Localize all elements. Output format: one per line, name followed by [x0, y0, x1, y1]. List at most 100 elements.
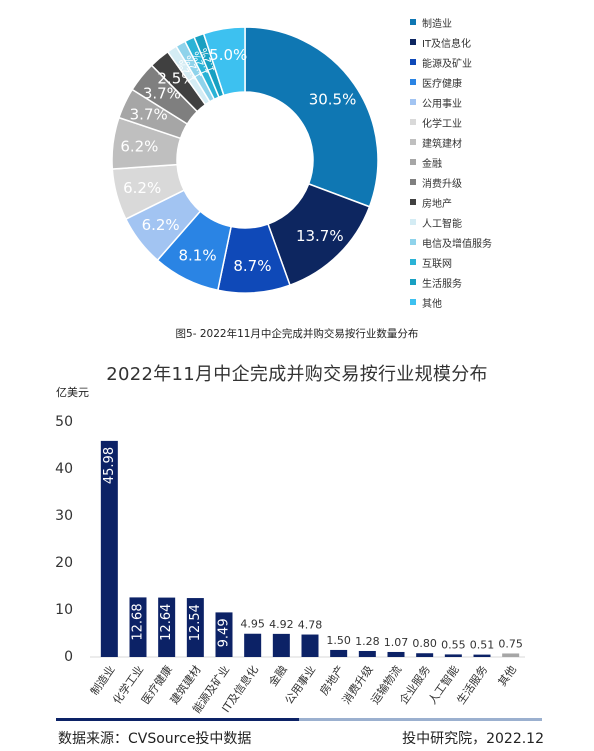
legend-label: 其他: [422, 298, 442, 310]
donut-slice-label: 30.5%: [309, 90, 357, 108]
donut-caption: 图5- 2022年11月中企完成并购交易按行业数量分布: [175, 328, 419, 340]
legend-item: 公用事业: [410, 92, 590, 112]
legend-label: 制造业: [422, 18, 452, 30]
y-tick-label: 30: [55, 508, 73, 524]
bar: [416, 653, 434, 657]
legend-item: 房地产: [410, 192, 590, 212]
legend-label: 电信及增值服务: [422, 238, 492, 250]
bar-value-label: 1.28: [355, 635, 380, 648]
donut-slice-label: 5.0%: [209, 46, 247, 64]
bar: [129, 597, 147, 657]
legend-item: 电信及增值服务: [410, 232, 590, 252]
legend-swatch: [410, 239, 416, 245]
legend-swatch: [410, 219, 416, 225]
legend-swatch: [410, 259, 416, 265]
y-tick-label: 40: [55, 461, 73, 477]
bar: [215, 612, 233, 657]
legend-item: 其他: [410, 292, 590, 312]
legend-item: 互联网: [410, 252, 590, 272]
donut-slice-label: 8.7%: [233, 257, 271, 275]
bar: [330, 649, 348, 657]
legend-label: 能源及矿业: [422, 58, 472, 70]
y-tick-label: 20: [55, 555, 73, 571]
legend-item: 消费升级: [410, 172, 590, 192]
donut-slice-label: 6.2%: [123, 179, 161, 197]
bar-value-label: 9.49: [217, 618, 232, 647]
legend-label: 公用事业: [422, 98, 462, 110]
y-tick-label: 10: [55, 602, 73, 618]
legend-item: 建筑建材: [410, 132, 590, 152]
bar: [502, 653, 520, 657]
legend-swatch: [410, 159, 416, 165]
bar-value-label: 4.78: [298, 619, 323, 632]
bar-value-label: 12.64: [159, 604, 174, 641]
x-tick-label: 其他: [496, 663, 519, 688]
legend-item: IT及信息化: [410, 32, 590, 52]
legend-label: 金融: [422, 158, 442, 170]
bar: [387, 651, 405, 657]
donut-slice: [202, 26, 246, 97]
legend-item: 制造业: [410, 12, 590, 32]
y-tick-label: 0: [64, 649, 73, 665]
legend-item: 生活服务: [410, 272, 590, 292]
bar: [444, 654, 462, 657]
legend-label: IT及信息化: [422, 38, 472, 50]
donut-slice: [244, 26, 379, 208]
bar-value-label: 1.07: [384, 636, 409, 649]
footer-org-date: 投中研究院，2022.12: [402, 731, 544, 747]
legend-label: 房地产: [422, 198, 452, 210]
bar-value-label: 0.75: [498, 637, 523, 650]
bar: [100, 440, 118, 657]
bar-value-label: 12.68: [131, 603, 146, 640]
bar-chart-title: 2022年11月中企完成并购交易按行业规模分布: [106, 364, 488, 385]
legend-item: 人工智能: [410, 212, 590, 232]
bar-value-label: 0.51: [470, 639, 495, 652]
legend-swatch: [410, 139, 416, 145]
donut-chart: 30.5%13.7%8.7%8.1%6.2%6.2%6.2%3.7%3.7%2.…: [111, 26, 379, 294]
legend-swatch: [410, 299, 416, 305]
donut-slice-label: 3.7%: [143, 84, 181, 102]
bar-value-label: 0.55: [441, 638, 466, 651]
bar: [301, 634, 319, 657]
bar-value-label: 45.98: [102, 447, 117, 484]
y-tick-label: 50: [55, 414, 73, 430]
donut-legend: 制造业 IT及信息化 能源及矿业医疗健康公用事业化学工业建筑建材金融消费升级房地产人…: [410, 12, 590, 312]
bar: [473, 654, 491, 657]
legend-item: 化学工业: [410, 112, 590, 132]
legend-swatch: [410, 199, 416, 205]
bar-value-label: 4.95: [240, 618, 265, 631]
bar: [358, 650, 376, 657]
legend-swatch: [410, 279, 416, 285]
legend-swatch: [410, 19, 416, 25]
donut-slice-label: 6.2%: [142, 216, 180, 234]
legend-item: 金融: [410, 152, 590, 172]
legend-swatch: [410, 179, 416, 185]
bar-value-label: 4.92: [269, 618, 294, 631]
donut-slice-label: 8.1%: [178, 246, 216, 264]
donut-slice-label: 13.7%: [296, 227, 344, 245]
x-tick-label: 金融: [266, 663, 290, 689]
x-tick-label: 房地产: [317, 663, 347, 698]
bar: [186, 598, 204, 657]
bar-value-label: 1.50: [326, 634, 351, 647]
donut-slice-label: 3.7%: [130, 106, 168, 124]
legend-label: 生活服务: [422, 278, 462, 290]
legend-label: 建筑建材: [422, 138, 462, 150]
legend-label: 互联网: [422, 258, 452, 270]
footer-source: 数据来源：CVSource投中数据: [58, 731, 252, 747]
bar: [272, 633, 290, 657]
legend-label: 医疗健康: [422, 78, 462, 90]
bar-value-label: 12.54: [188, 604, 203, 641]
legend-label: 化学工业: [422, 118, 462, 130]
legend-swatch: [410, 99, 416, 105]
footer-divider: [56, 718, 542, 721]
legend-item: 医疗健康: [410, 72, 590, 92]
legend-swatch: [410, 59, 416, 65]
legend-label: 人工智能: [422, 218, 462, 230]
x-tick-label: 制造业: [87, 663, 117, 698]
legend-swatch: [410, 39, 416, 45]
legend-item: 能源及矿业: [410, 52, 590, 72]
legend-swatch: [410, 119, 416, 125]
bar-value-label: 0.80: [412, 637, 437, 650]
legend-swatch: [410, 79, 416, 85]
